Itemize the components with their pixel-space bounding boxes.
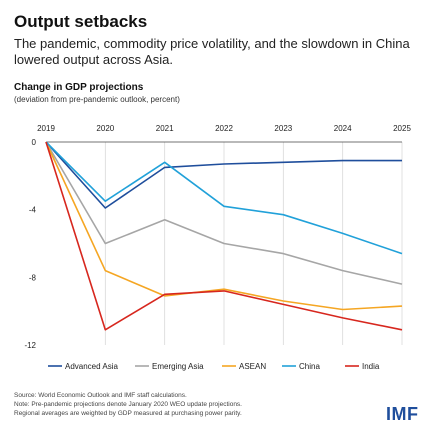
series-line-asean <box>45 141 403 311</box>
x-tick-label: 2025 <box>393 124 411 133</box>
legend-label: Advanced Asia <box>65 362 118 371</box>
note-text: Note: Pre-pandemic projections denote Ja… <box>14 401 242 408</box>
y-tick-label: 0 <box>32 138 37 147</box>
x-tick-label: 2021 <box>156 124 174 133</box>
x-tick-label: 2022 <box>215 124 233 133</box>
x-tick-label: 2023 <box>274 124 292 133</box>
series-line-india <box>45 141 403 331</box>
legend-label: ASEAN <box>239 362 266 371</box>
imf-logo: IMF <box>386 404 419 424</box>
series-line-china <box>45 141 403 255</box>
chart-subtitle: (deviation from pre-pandemic outlook, pe… <box>14 95 180 104</box>
y-tick-label: -12 <box>24 341 36 350</box>
legend-label: Emerging Asia <box>152 362 204 371</box>
source-notes: Source: World Economic Outlook and IMF s… <box>14 391 364 418</box>
x-tick-label: 2019 <box>37 124 55 133</box>
y-tick-label: -8 <box>29 273 37 282</box>
series-line-emerging-asia <box>45 141 403 285</box>
y-tick-label: -4 <box>29 206 37 215</box>
page-title: Output setbacks <box>14 12 148 31</box>
series-line-advanced-asia <box>45 141 402 209</box>
note-text-2: Regional averages are weighted by GDP me… <box>14 410 242 417</box>
x-tick-label: 2020 <box>96 124 114 133</box>
x-tick-label: 2024 <box>334 124 352 133</box>
chart-title: Change in GDP projections <box>14 82 144 93</box>
legend-label: India <box>362 362 380 371</box>
source-text: Source: World Economic Outlook and IMF s… <box>14 392 187 399</box>
page-subtitle: The pandemic, commodity price volatility… <box>14 36 410 67</box>
legend-label: China <box>299 362 320 371</box>
